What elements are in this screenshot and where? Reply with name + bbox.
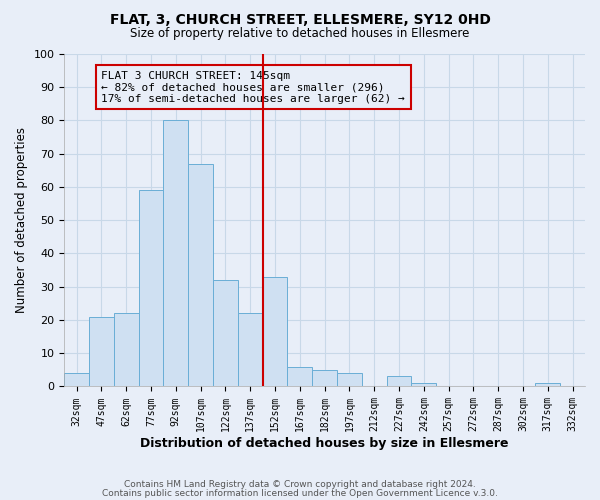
- Bar: [287, 366, 312, 386]
- Bar: [64, 373, 89, 386]
- Bar: [312, 370, 337, 386]
- Bar: [213, 280, 238, 386]
- Bar: [337, 373, 362, 386]
- Bar: [535, 383, 560, 386]
- Bar: [114, 314, 139, 386]
- Text: FLAT, 3, CHURCH STREET, ELLESMERE, SY12 0HD: FLAT, 3, CHURCH STREET, ELLESMERE, SY12 …: [110, 12, 490, 26]
- Bar: [139, 190, 163, 386]
- Bar: [163, 120, 188, 386]
- Text: Contains HM Land Registry data © Crown copyright and database right 2024.: Contains HM Land Registry data © Crown c…: [124, 480, 476, 489]
- Bar: [263, 277, 287, 386]
- Text: FLAT 3 CHURCH STREET: 145sqm
← 82% of detached houses are smaller (296)
17% of s: FLAT 3 CHURCH STREET: 145sqm ← 82% of de…: [101, 70, 405, 104]
- Bar: [412, 383, 436, 386]
- Bar: [188, 164, 213, 386]
- Bar: [89, 316, 114, 386]
- X-axis label: Distribution of detached houses by size in Ellesmere: Distribution of detached houses by size …: [140, 437, 509, 450]
- Text: Contains public sector information licensed under the Open Government Licence v.: Contains public sector information licen…: [102, 488, 498, 498]
- Bar: [386, 376, 412, 386]
- Bar: [238, 314, 263, 386]
- Y-axis label: Number of detached properties: Number of detached properties: [15, 127, 28, 313]
- Text: Size of property relative to detached houses in Ellesmere: Size of property relative to detached ho…: [130, 28, 470, 40]
